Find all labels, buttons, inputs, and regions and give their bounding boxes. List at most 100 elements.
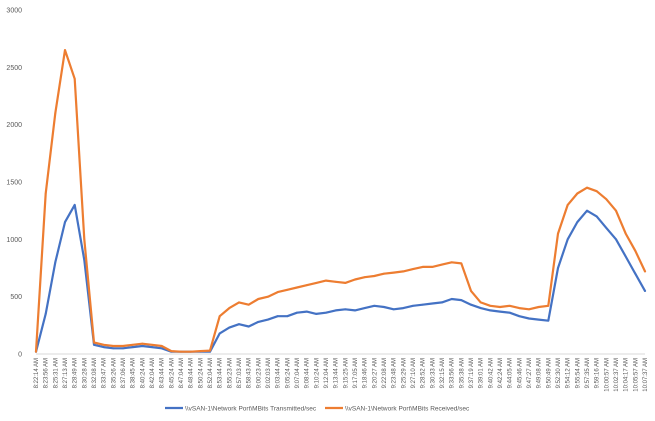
x-tick-label: 8:43:44 AM [160,358,166,388]
x-tick-label: 8:40:24 AM [140,358,146,388]
data-point [421,266,424,268]
data-point [634,249,637,252]
x-tick-label: 10:02:37 AM [614,358,620,392]
data-point [199,350,202,352]
data-point [218,315,221,318]
data-point [383,272,385,275]
data-point [73,77,76,80]
x-tick-label: 9:47:27 AM [527,358,533,388]
data-point [112,347,115,350]
data-point [566,204,569,206]
data-point [257,321,260,323]
data-point [44,192,47,195]
data-point [93,341,95,344]
x-tick-label: 9:49:08 AM [537,358,543,388]
data-point [595,190,598,193]
data-point [122,345,124,347]
x-tick-label: 9:15:25 AM [343,358,349,388]
data-point [151,343,153,346]
data-point [421,303,424,306]
data-point [557,267,559,269]
data-point [479,307,482,309]
x-tick-label: 8:47:04 AM [179,358,185,388]
x-tick-label: 9:37:19 AM [469,358,475,388]
x-tick-label: 10:00:57 AM [604,358,610,392]
data-point [615,238,617,241]
data-point [122,347,124,350]
data-point [305,284,308,287]
data-point [634,272,637,275]
data-point [238,301,240,304]
data-point [238,323,240,326]
data-point [412,268,414,270]
data-point [325,279,327,282]
x-axis: 8:22:14 AM 8:23:56 AM 8:25:31 AM 8:27:13 AM… [34,353,649,392]
data-point [160,347,163,350]
x-tick-label: 9:12:04 AM [324,358,330,388]
data-point [344,308,347,311]
data-point [218,332,221,335]
data-point [489,309,492,312]
x-tick-label: 8:48:44 AM [189,358,195,388]
data-point [54,112,57,115]
data-point [566,238,569,241]
data-point [354,309,356,312]
data-point [267,318,269,321]
data-point [402,270,405,273]
x-tick-label: 10:07:37 AM [643,358,649,392]
data-point [83,259,86,261]
x-tick-label: 9:52:30 AM [556,358,562,388]
data-point [334,280,337,283]
series-2 [34,48,647,353]
data-point [44,313,47,315]
x-tick-label: 9:13:44 AM [334,358,340,388]
data-point [296,311,298,314]
x-tick-label: 9:00:23 AM [256,358,262,388]
y-tick-label: 500 [10,294,22,301]
data-point [479,301,482,304]
data-point [441,263,443,266]
data-point [431,302,434,305]
x-tick-label: 8:37:06 AM [121,358,127,388]
x-tick-label: 9:42:24 AM [498,358,504,388]
x-tick-label: 9:50:49 AM [546,358,552,388]
y-tick-label: 3000 [6,8,22,15]
data-point [151,346,153,348]
data-point [392,308,395,311]
data-point [460,262,463,265]
x-tick-label: 9:35:38 AM [459,358,465,388]
data-point [228,307,231,309]
data-point [624,255,627,258]
x-tick-label: 8:23:56 AM [44,358,50,388]
data-point [402,307,405,309]
data-point [344,282,347,284]
x-tick-label: 9:10:24 AM [314,358,320,388]
data-point [537,306,540,308]
x-tick-label: 9:32:15 AM [440,358,446,388]
x-tick-label: 8:22:14 AM [34,358,40,388]
data-point [286,288,289,291]
x-tick-label: 9:25:29 AM [401,358,407,388]
data-point [576,221,579,224]
data-point [363,307,366,309]
data-point [373,275,376,277]
data-point [64,221,66,224]
data-point [450,298,453,300]
legend: \\vSAN-1\Network Port\MBits Transmitted/… [165,406,470,413]
data-point [189,350,192,353]
data-point [102,343,105,346]
data-point [180,350,182,353]
x-tick-label: 9:55:54 AM [575,358,581,388]
y-tick-label: 0 [18,352,22,359]
x-tick-label: 8:28:49 AM [73,358,79,388]
data-point [373,304,376,307]
data-point [518,307,521,309]
data-point [392,271,395,274]
x-tick-label: 8:32:08 AM [92,358,98,388]
data-point [112,345,115,347]
data-point [615,209,617,212]
data-point [35,350,37,353]
data-point [431,266,434,268]
data-point [286,315,289,318]
